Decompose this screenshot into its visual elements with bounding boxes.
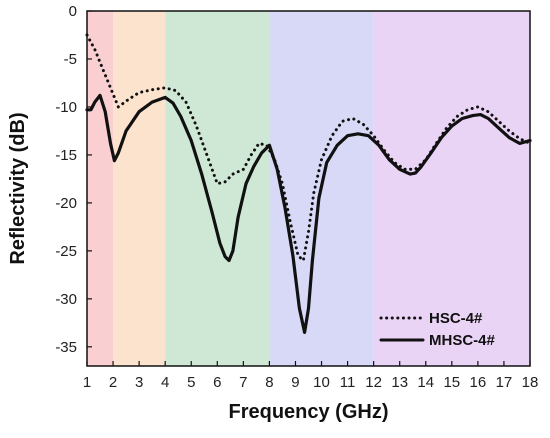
y-tick-label: -15 — [55, 147, 77, 164]
frequency-bands — [87, 11, 530, 366]
legend-label: HSC-4# — [429, 310, 483, 327]
x-tick-label: 4 — [161, 374, 169, 391]
x-tick-label: 8 — [265, 374, 273, 391]
y-tick-label: -5 — [64, 51, 77, 68]
x-tick-label: 11 — [340, 374, 356, 391]
x-tick-label: 16 — [470, 374, 487, 391]
axis-ticks: 1 2 3 4 5 6 7 8 9 10 11 12 13 14 15 16 17 180-5-10-15-20-… — [55, 3, 538, 391]
band-2-4-ghz — [113, 11, 166, 366]
series-lines — [85, 33, 532, 334]
series-line-mhsc-4 — [85, 93, 532, 334]
x-tick-label: 18 — [522, 374, 539, 391]
x-tick-label: 7 — [239, 374, 247, 391]
x-tick-label: 13 — [391, 374, 408, 391]
y-axis-title: Reflectivity (dB) — [7, 112, 29, 264]
x-tick-label: 12 — [365, 374, 382, 391]
x-tick-label: 15 — [443, 374, 460, 391]
band-1-2-ghz — [87, 11, 114, 366]
x-tick-label: 17 — [496, 374, 513, 391]
y-tick-label: 0 — [69, 3, 77, 20]
legend: HSC-4# MHSC-4# — [379, 310, 496, 349]
y-tick-label: -30 — [55, 291, 77, 308]
x-axis-title: Frequency (GHz) — [228, 401, 388, 423]
x-tick-label: 9 — [291, 374, 299, 391]
plot-frame — [86, 10, 531, 367]
x-tick-label: 1 — [83, 374, 91, 391]
legend-label: MHSC-4# — [429, 332, 496, 349]
y-tick-label: -10 — [55, 99, 77, 116]
series-line-hsc-4 — [85, 33, 532, 262]
x-tick-label: 3 — [135, 374, 143, 391]
y-tick-label: -25 — [55, 243, 77, 260]
x-tick-label: 5 — [187, 374, 195, 391]
band-4-8-ghz — [165, 11, 270, 366]
x-tick-label: 6 — [213, 374, 221, 391]
y-tick-label: -20 — [55, 195, 77, 212]
y-tick-label: -35 — [55, 339, 77, 356]
x-tick-label: 14 — [417, 374, 434, 391]
band-12-18-ghz — [373, 11, 530, 366]
x-tick-label: 2 — [109, 374, 117, 391]
x-tick-label: 10 — [313, 374, 330, 391]
